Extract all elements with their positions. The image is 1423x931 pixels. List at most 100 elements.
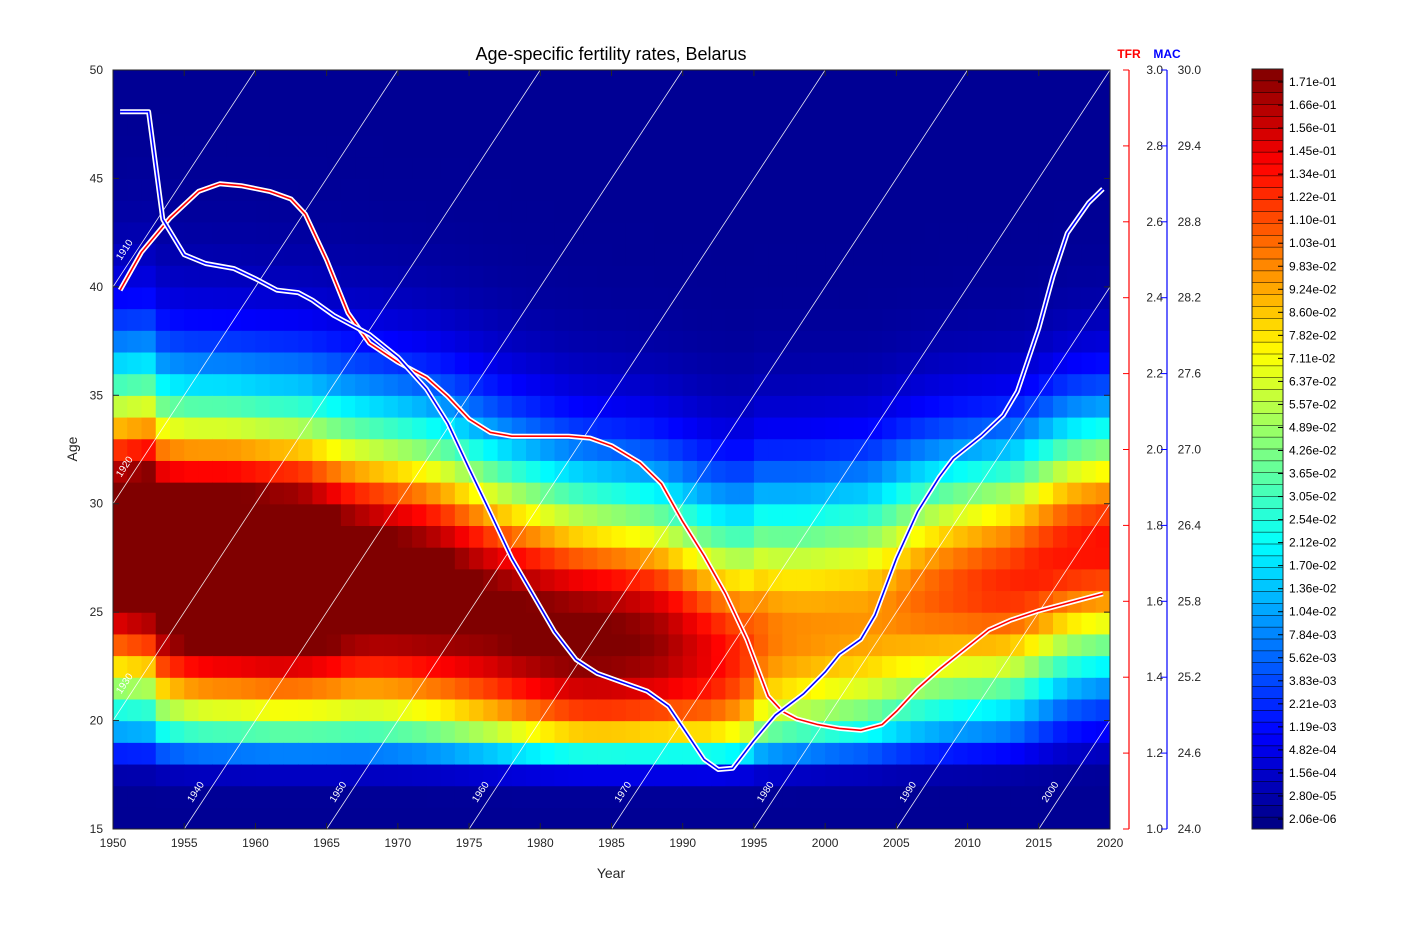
heatmap-cell <box>953 330 969 353</box>
colorbar-band <box>1252 342 1283 355</box>
heatmap-cell <box>668 330 684 353</box>
heatmap-cell <box>526 265 541 288</box>
heatmap-cell <box>1038 91 1054 114</box>
heatmap-cell <box>782 373 798 396</box>
heatmap-cell <box>554 590 570 613</box>
heatmap-cell <box>1095 243 1110 266</box>
heatmap-cell <box>469 286 484 310</box>
heatmap-cell <box>497 70 513 93</box>
heatmap-cell <box>298 720 313 743</box>
heatmap-cell <box>184 265 200 288</box>
heatmap-cell <box>226 460 242 483</box>
heatmap-cell <box>568 568 584 592</box>
heatmap-cell <box>768 503 784 526</box>
colorbar-band <box>1252 781 1283 794</box>
heatmap-cell <box>127 633 143 657</box>
heatmap-cell <box>483 243 499 266</box>
heatmap-cell <box>255 373 271 396</box>
heatmap-cell <box>113 178 128 201</box>
heatmap-cell <box>155 807 171 829</box>
heatmap-cell <box>611 286 627 310</box>
heatmap-cell <box>839 156 855 180</box>
heatmap-cell <box>241 568 257 592</box>
heatmap-cell <box>711 308 727 331</box>
heatmap-cell <box>696 568 712 592</box>
heatmap-cell <box>454 156 470 180</box>
heatmap-cell <box>825 460 840 483</box>
heatmap-cell <box>113 655 128 678</box>
heatmap-cell <box>383 308 399 331</box>
heatmap-cell <box>255 135 271 158</box>
heatmap-cell <box>483 70 499 93</box>
heatmap-cell <box>725 373 741 396</box>
heatmap-cell <box>184 698 200 722</box>
heatmap-cell <box>611 698 627 722</box>
heatmap-cell <box>668 655 684 678</box>
heatmap-cell <box>212 395 228 418</box>
heatmap-cell <box>839 655 855 678</box>
heatmap-cell <box>212 655 228 678</box>
heatmap-cell <box>1067 91 1083 114</box>
heatmap-cell <box>454 113 470 136</box>
heatmap-cell <box>668 763 684 787</box>
heatmap-cell <box>497 91 513 114</box>
heatmap-cell <box>526 677 541 700</box>
cohort-line <box>326 70 826 829</box>
heatmap-cell <box>554 547 570 570</box>
heatmap-cell <box>939 351 954 375</box>
heatmap-cell <box>611 135 627 158</box>
heatmap-cell <box>583 763 598 787</box>
heatmap-cell <box>1095 547 1110 570</box>
heatmap-cell <box>454 547 470 570</box>
heatmap-cell <box>184 200 200 223</box>
heatmap-cell <box>1067 265 1083 288</box>
heatmap-cell <box>554 221 570 245</box>
heatmap-cell <box>611 655 627 678</box>
heatmap-cell <box>355 351 370 375</box>
heatmap-cell <box>226 70 242 93</box>
heatmap-cell <box>796 763 812 787</box>
heatmap-cell <box>226 221 242 245</box>
heatmap-cell <box>953 395 969 418</box>
heatmap-cell <box>383 482 399 505</box>
heatmap-cell <box>426 265 442 288</box>
heatmap-cell <box>981 547 997 570</box>
heatmap-cell <box>127 416 143 440</box>
heatmap-cell <box>141 785 157 808</box>
heatmap-cell <box>426 785 442 808</box>
heatmap-cell <box>1010 70 1026 93</box>
heatmap-cell <box>497 503 513 526</box>
heatmap-cell <box>540 807 556 829</box>
heatmap-cell <box>768 742 784 765</box>
heatmap-cell <box>996 807 1011 829</box>
heatmap-cell <box>340 698 356 722</box>
mac-axis-tick-label: 30.0 <box>1178 63 1202 77</box>
heatmap-cell <box>1067 351 1083 375</box>
heatmap-cell <box>867 525 883 548</box>
heatmap-cell <box>383 568 399 592</box>
heatmap-cell <box>725 351 741 375</box>
heatmap-cell <box>1024 785 1040 808</box>
heatmap-cell <box>1067 503 1083 526</box>
heatmap-cell <box>369 482 385 505</box>
heatmap-cell <box>910 178 926 201</box>
colorbar-band <box>1252 425 1283 438</box>
heatmap-cell <box>725 438 741 461</box>
heatmap-cell <box>412 265 427 288</box>
heatmap-cell <box>768 265 784 288</box>
heatmap-cell <box>825 221 840 245</box>
heatmap-cell <box>981 525 997 548</box>
heatmap-cell <box>554 265 570 288</box>
heatmap-cell <box>497 373 513 396</box>
heatmap-cell <box>397 633 413 657</box>
heatmap-cell <box>896 568 912 592</box>
heatmap-cell <box>397 221 413 245</box>
heatmap-cell <box>312 785 328 808</box>
heatmap-cell <box>839 698 855 722</box>
heatmap-cell <box>454 655 470 678</box>
heatmap-cell <box>611 785 627 808</box>
heatmap-cell <box>184 633 200 657</box>
heatmap-cell <box>540 547 556 570</box>
heatmap-cell <box>283 113 299 136</box>
